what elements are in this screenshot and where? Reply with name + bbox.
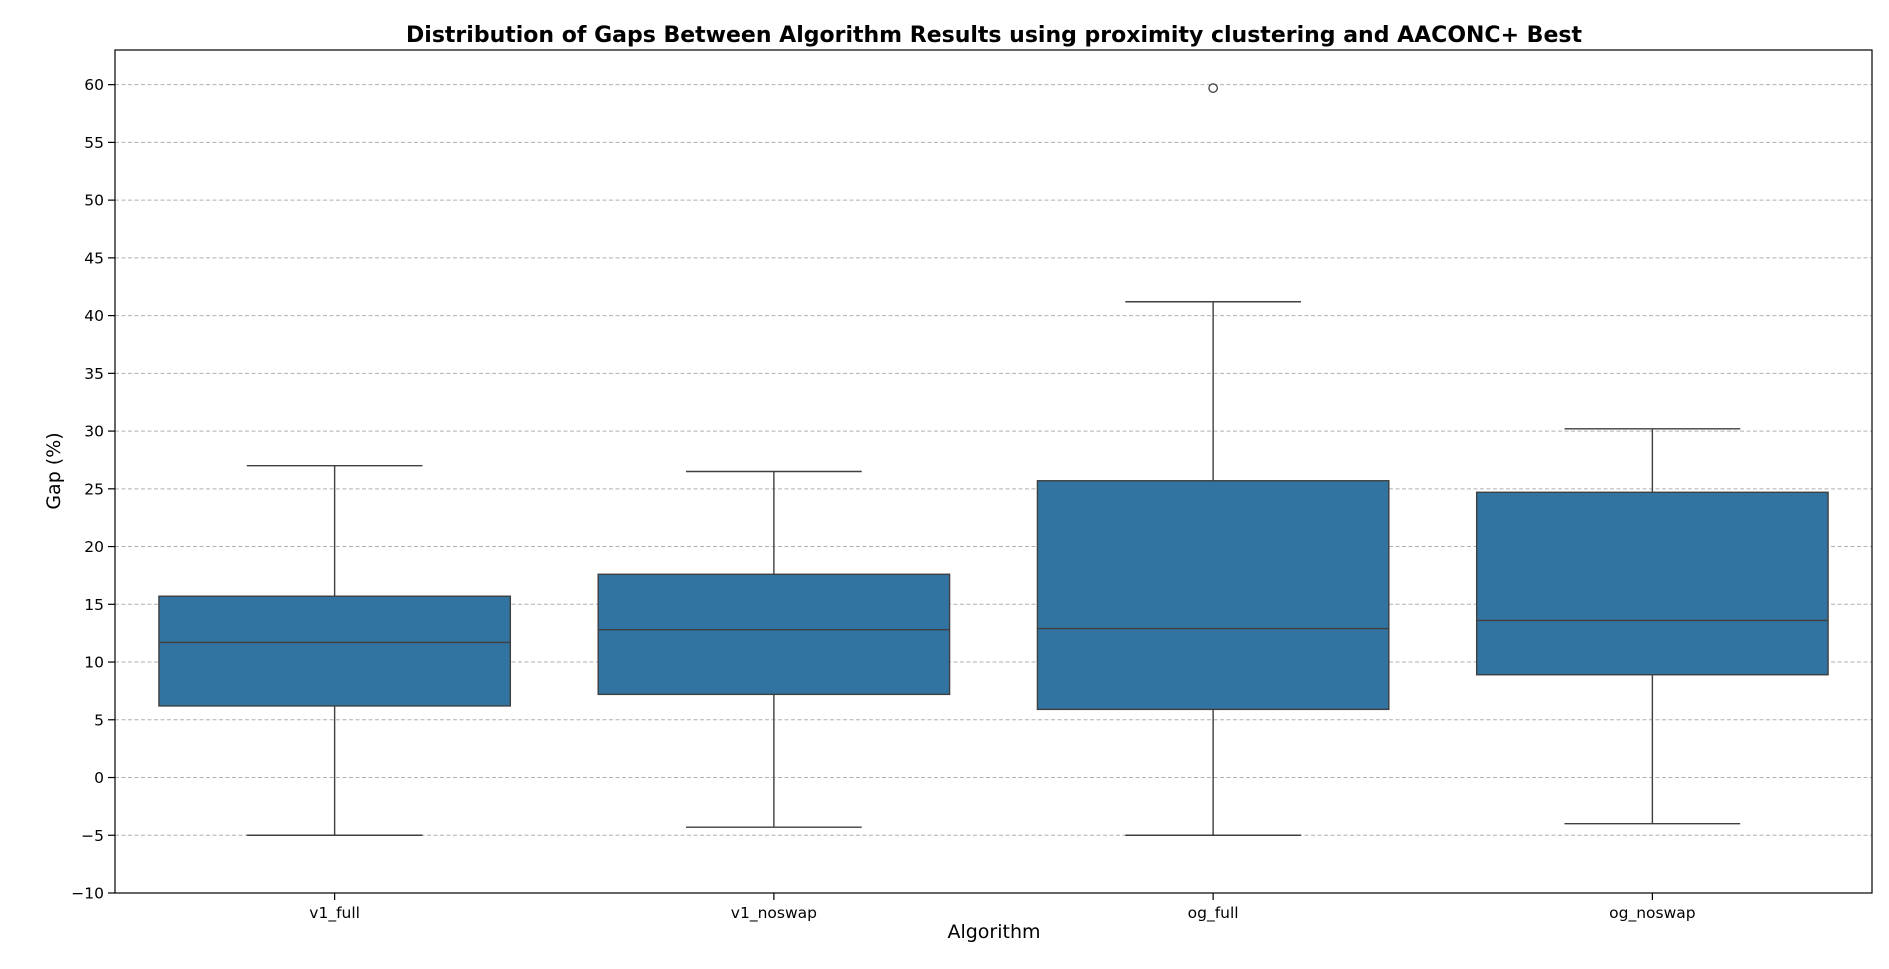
iqr-box [1475, 491, 1829, 676]
y-tick-label: 0 [94, 769, 104, 787]
x-tick-label-og_noswap: og_noswap [1609, 904, 1695, 923]
y-tick-label: 50 [84, 192, 104, 210]
iqr-box [1036, 480, 1390, 711]
y-tick-label: 15 [84, 596, 104, 614]
outlier-point [1208, 83, 1218, 93]
y-tick-label: 35 [84, 365, 104, 383]
x-tick-label-v1_noswap: v1_noswap [731, 904, 817, 923]
y-axis-ticks: −10 −5 0 5 10 15 20 25 30 35 40 45 50 55 60 [71, 76, 115, 903]
x-axis-label: Algorithm [947, 921, 1040, 943]
box-og_noswap [1475, 428, 1829, 825]
iqr-box [158, 595, 512, 707]
y-tick-label: 10 [84, 654, 104, 672]
x-axis-ticks: v1_full v1_noswap og_full og_noswap [309, 893, 1696, 923]
iqr-box [597, 573, 951, 696]
y-tick-label: 55 [84, 134, 104, 152]
box-v1_full [158, 465, 512, 836]
y-tick-label: −10 [71, 885, 104, 903]
box-og_full [1036, 83, 1390, 836]
y-tick-label: 25 [84, 480, 104, 498]
plot-frame [114, 49, 1873, 894]
y-tick-label: 5 [94, 711, 104, 729]
box-v1_noswap [597, 470, 951, 828]
x-tick-label-og_full: og_full [1188, 904, 1239, 923]
y-tick-label: 45 [84, 249, 104, 267]
y-tick-label: 60 [84, 76, 104, 94]
x-tick-label-v1_full: v1_full [309, 904, 360, 923]
y-tick-label: 40 [84, 307, 104, 325]
chart-title: Distribution of Gaps Between Algorithm R… [406, 23, 1582, 48]
y-tick-label: 20 [84, 538, 104, 556]
grid-lines [115, 84, 1872, 836]
y-tick-label: 30 [84, 423, 104, 441]
y-tick-label: −5 [81, 827, 104, 845]
boxes [158, 83, 1829, 836]
y-axis-label: Gap (%) [43, 432, 65, 509]
